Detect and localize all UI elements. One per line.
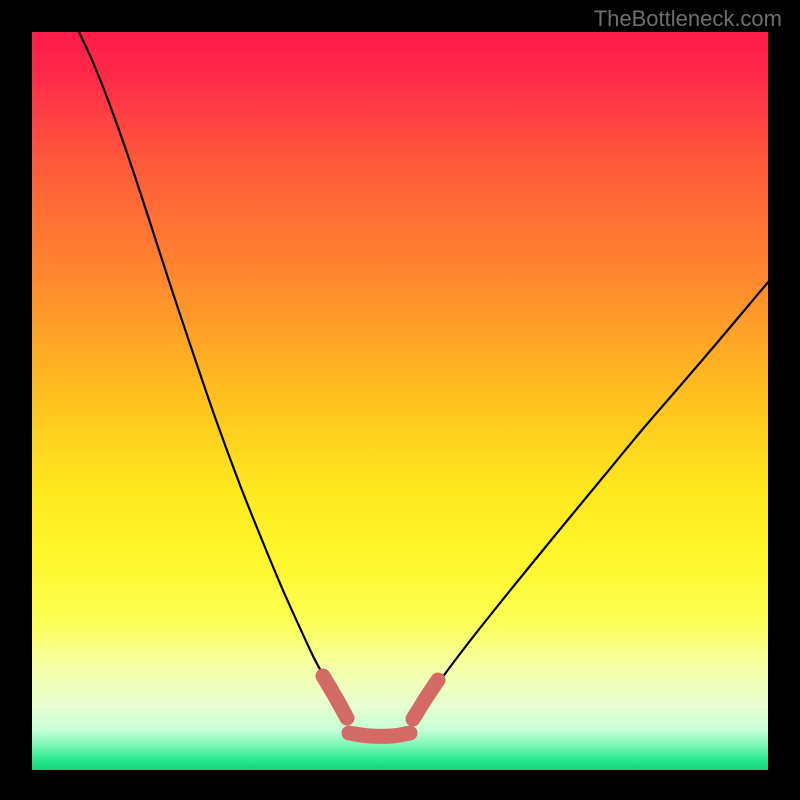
highlight-left [323, 676, 347, 718]
bottleneck-curve-chart [0, 0, 800, 800]
highlight-bottom [349, 733, 410, 736]
highlight-right [413, 680, 438, 719]
chart-stage: TheBottleneck.com [0, 0, 800, 800]
right-curve [413, 248, 799, 722]
left-curve [78, 30, 349, 722]
watermark-text: TheBottleneck.com [594, 6, 782, 32]
